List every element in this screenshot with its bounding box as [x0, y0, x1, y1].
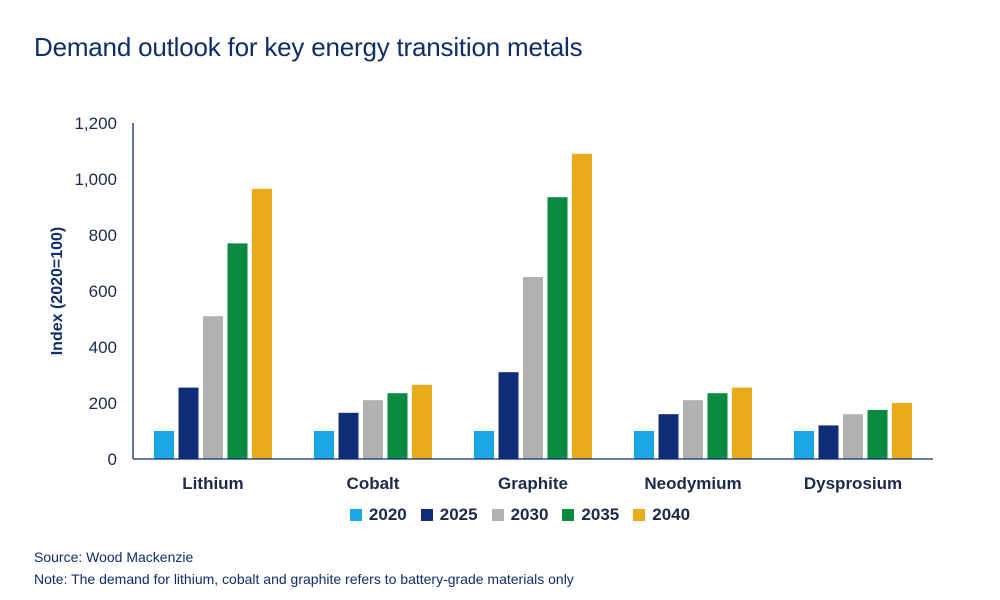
legend-label: 2025 [439, 505, 478, 524]
bar-neodymium-2035 [707, 393, 728, 459]
legend-label: 2030 [510, 505, 549, 524]
bar-cobalt-2035 [387, 393, 408, 459]
bar-graphite-2030 [523, 277, 543, 459]
x-tick-label: Graphite [498, 474, 568, 493]
legend-label: 2035 [581, 505, 620, 524]
legend-swatch [633, 509, 646, 521]
legend-swatch [562, 509, 575, 521]
note-text: Note: The demand for lithium, cobalt and… [34, 571, 574, 587]
y-axis-label: Index (2020=100) [49, 227, 66, 356]
bar-lithium-2030 [203, 316, 223, 459]
bar-graphite-2025 [498, 372, 519, 459]
bar-dysprosium-2020 [794, 431, 814, 459]
bar-lithium-2025 [178, 387, 199, 459]
bar-neodymium-2025 [658, 414, 679, 459]
bar-lithium-2035 [227, 243, 248, 459]
y-tick-label: 800 [89, 226, 117, 245]
legend-item-2020: 2020 [349, 505, 407, 525]
bar-graphite-2035 [547, 197, 568, 459]
legend-label: 2020 [368, 505, 407, 524]
source-text: Source: Wood Mackenzie [34, 549, 194, 565]
legend-label: 2040 [652, 505, 691, 524]
bar-lithium-2040 [252, 188, 272, 460]
legend-item-2035: 2035 [562, 505, 619, 525]
chart-legend: 2020 2025 2030 2035 2040 [0, 505, 1000, 525]
x-tick-label: Cobalt [347, 474, 400, 493]
bar-neodymium-2040 [732, 387, 752, 459]
y-tick-label: 1,200 [74, 114, 117, 133]
bar-neodymium-2020 [634, 431, 654, 459]
legend-item-2040: 2040 [633, 505, 690, 525]
bar-cobalt-2040 [412, 384, 432, 459]
bar-chart: 0 200 400 600 800 1,000 1,200 Index (2020=100) L… [49, 114, 933, 493]
chart-title: Demand outlook for key energy transition… [34, 32, 583, 62]
x-tick-label: Dysprosium [804, 474, 902, 493]
bar-neodymium-2030 [683, 400, 703, 459]
bar-dysprosium-2025 [818, 425, 839, 459]
legend-swatch [349, 509, 362, 521]
y-tick-label: 1,000 [74, 170, 117, 189]
y-tick-label: 200 [89, 394, 117, 413]
y-tick-label: 400 [89, 338, 117, 357]
x-tick-label: Neodymium [644, 474, 741, 493]
bar-cobalt-2030 [363, 400, 383, 459]
legend-swatch [491, 509, 504, 521]
legend-item-2030: 2030 [491, 505, 549, 525]
bar-cobalt-2020 [314, 431, 334, 459]
legend-item-2025: 2025 [420, 505, 478, 525]
y-tick-label: 0 [108, 450, 117, 469]
bar-cobalt-2025 [338, 412, 359, 459]
bar-dysprosium-2035 [867, 410, 888, 459]
legend-swatch [420, 509, 433, 521]
bar-dysprosium-2040 [892, 403, 912, 459]
bar-lithium-2020 [154, 431, 174, 459]
x-tick-label: Lithium [182, 474, 243, 493]
y-tick-label: 600 [89, 282, 117, 301]
bar-graphite-2040 [572, 153, 592, 460]
bar-graphite-2020 [474, 431, 494, 459]
bar-dysprosium-2030 [843, 414, 863, 459]
